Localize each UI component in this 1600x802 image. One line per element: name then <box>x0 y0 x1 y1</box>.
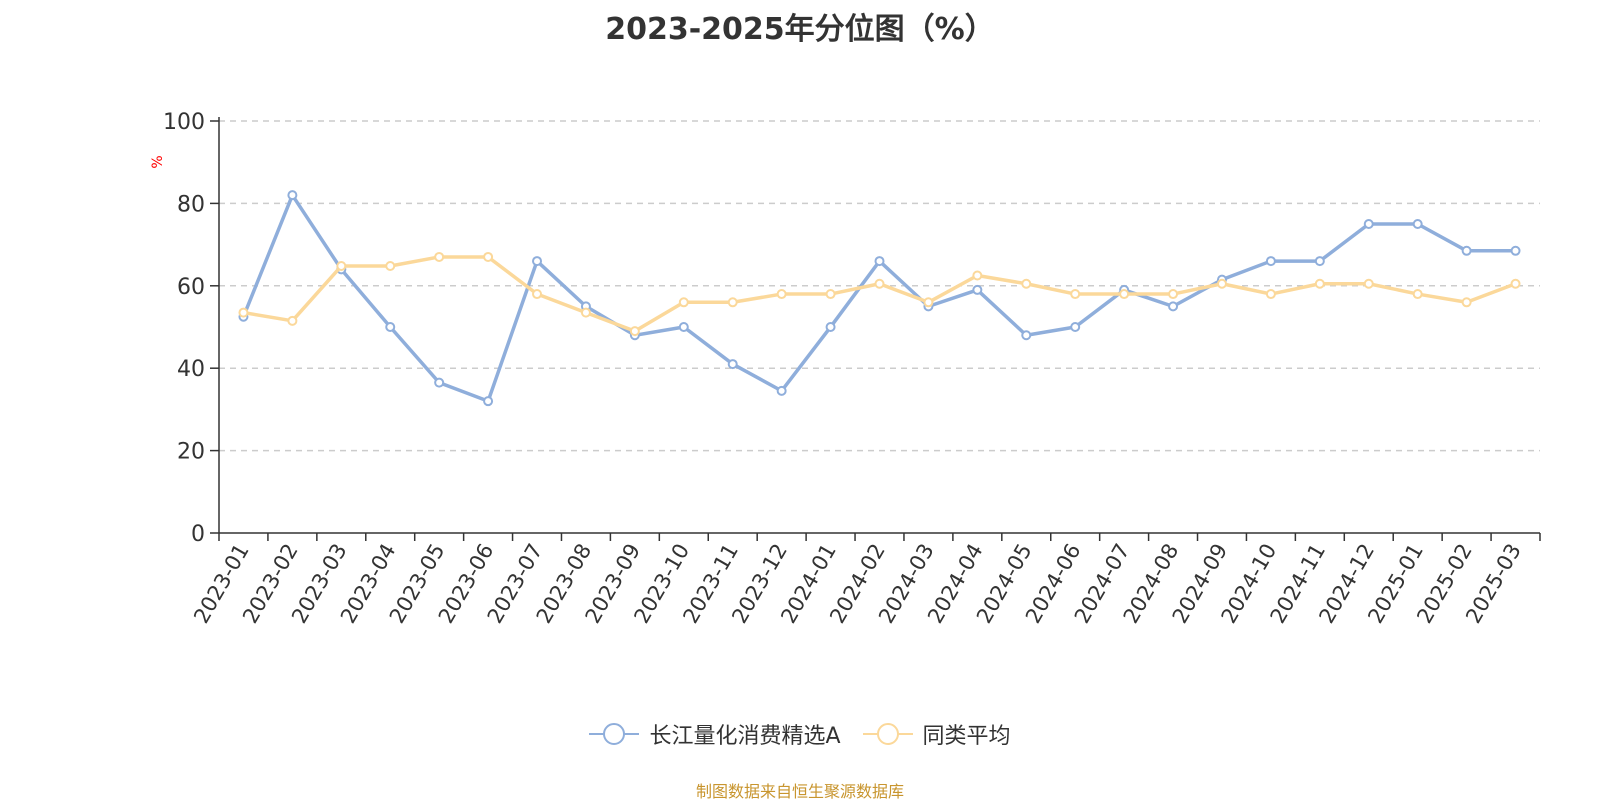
y-unit-label: % <box>150 155 166 168</box>
y-tick-label: 100 <box>163 110 205 135</box>
series-line-1 <box>241 193 1516 403</box>
data-point <box>727 297 738 308</box>
data-point <box>532 289 543 300</box>
data-point <box>434 251 445 262</box>
data-point <box>1461 297 1472 308</box>
data-point <box>1314 256 1325 267</box>
data-point <box>238 307 249 318</box>
data-point <box>776 289 787 300</box>
data-point <box>1265 256 1276 267</box>
data-point <box>1265 289 1276 300</box>
data-point <box>825 322 836 332</box>
line-chart: 020406080100%2023-012023-022023-032023-0… <box>150 110 1541 627</box>
data-point <box>1021 330 1032 341</box>
data-point <box>1412 219 1423 229</box>
data-point <box>727 359 738 370</box>
data-point <box>1461 245 1472 256</box>
data-point <box>385 322 396 332</box>
source-note: 制图数据来自恒生聚源数据库 <box>695 782 904 801</box>
data-point <box>1070 289 1081 300</box>
data-point <box>1363 278 1374 289</box>
data-point <box>629 326 640 337</box>
y-tick-label: 20 <box>177 440 205 465</box>
data-point <box>483 396 494 407</box>
legend-marker-icon <box>862 723 913 745</box>
data-point <box>1216 278 1227 289</box>
series-lines <box>238 190 1521 407</box>
data-point <box>1119 289 1130 300</box>
data-point <box>385 261 396 272</box>
legend-label: 长江量化消费精选A <box>649 724 841 749</box>
data-point <box>1168 301 1179 312</box>
data-point <box>483 251 494 262</box>
y-tick-label: 80 <box>177 192 205 217</box>
y-tick-label: 0 <box>191 522 205 547</box>
data-point <box>287 190 298 201</box>
data-point <box>1363 219 1374 229</box>
data-point <box>1510 245 1521 256</box>
y-tick-label: 60 <box>177 275 205 300</box>
data-point <box>874 278 885 289</box>
data-point <box>1021 278 1032 289</box>
data-point <box>776 385 787 396</box>
data-point <box>1314 278 1325 289</box>
legend: 长江量化消费精选A 同类平均 <box>0 718 1600 750</box>
data-point <box>923 297 934 308</box>
data-point <box>825 289 836 300</box>
data-point <box>532 256 543 267</box>
data-point <box>580 307 591 318</box>
data-point <box>972 284 983 295</box>
data-point <box>434 377 445 388</box>
data-point <box>287 315 298 326</box>
data-point <box>678 297 689 308</box>
data-point <box>1168 289 1179 300</box>
legend-marker-icon <box>589 723 640 745</box>
data-point <box>972 270 983 281</box>
series-line-2 <box>243 255 1517 333</box>
y-tick-label: 40 <box>177 357 205 382</box>
data-point <box>678 322 689 332</box>
data-point <box>1070 322 1081 332</box>
legend-item-series-1[interactable]: 长江量化消费精选A <box>589 718 841 750</box>
chart-title: 2023-2025年分位图（%） <box>605 12 995 47</box>
data-point <box>1510 278 1521 289</box>
data-point <box>1412 289 1423 300</box>
data-point <box>336 261 347 272</box>
legend-item-series-2[interactable]: 同类平均 <box>862 718 1011 750</box>
legend-label: 同类平均 <box>922 724 1011 749</box>
data-point <box>874 256 885 267</box>
